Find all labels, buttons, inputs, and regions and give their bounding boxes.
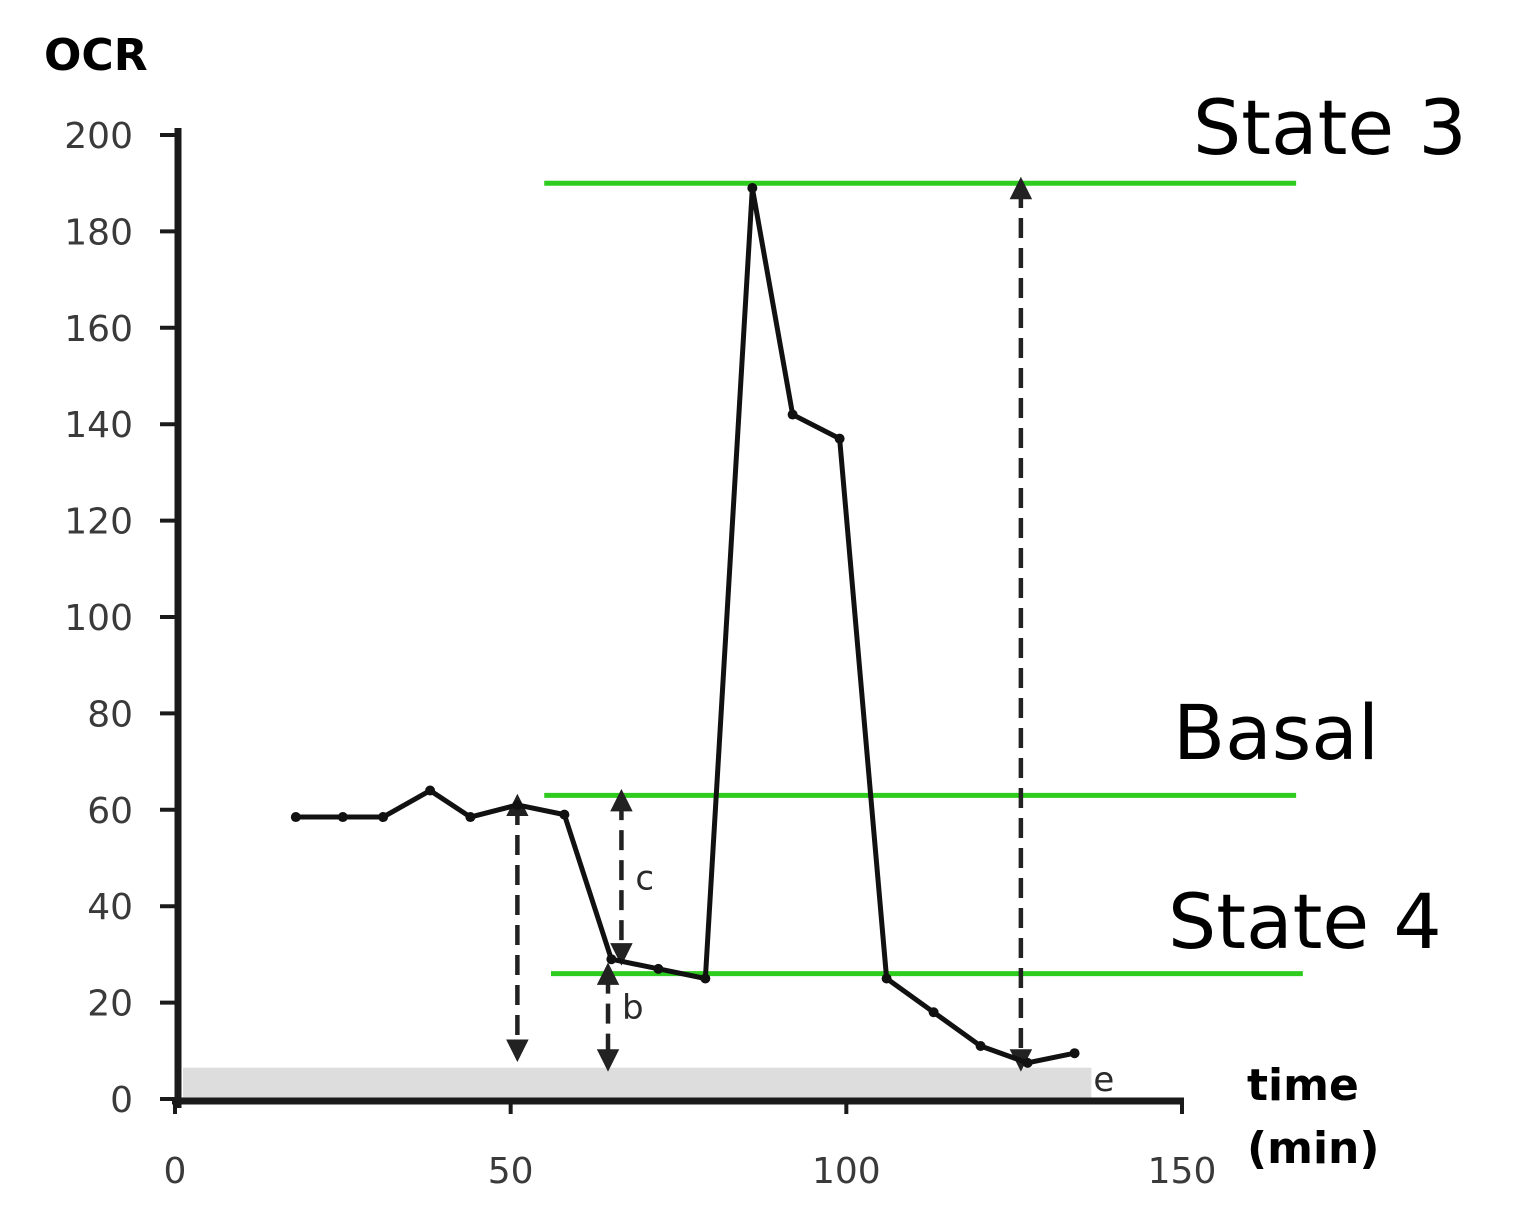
data-point: [290, 812, 301, 823]
y-tick-label: 20: [87, 984, 133, 1025]
annotation-arrows: bc: [506, 176, 1033, 1072]
data-point: [700, 973, 711, 984]
series-line: [295, 185, 1076, 1066]
data-point: [787, 409, 798, 420]
y-tick-label: 80: [87, 694, 133, 735]
baseline-band: [183, 1067, 1092, 1099]
data-point: [1022, 1057, 1033, 1068]
x-axis-title-line-1: time: [1247, 1060, 1359, 1111]
baseline-band-layer: e: [183, 1060, 1114, 1100]
baseline-band-label: e: [1093, 1060, 1114, 1100]
reference-line-label: State 3: [1193, 83, 1467, 172]
data-point: [606, 954, 617, 965]
reference-lines: State 3 Basal State 4: [544, 83, 1467, 977]
data-point: [881, 973, 892, 984]
x-axis-title-line-2: (min): [1247, 1123, 1379, 1174]
data-point: [1069, 1048, 1080, 1059]
data-point: [747, 183, 758, 194]
annotation-label: c: [635, 858, 654, 898]
data-point: [512, 799, 523, 810]
x-ticks: 0 50 100 150: [164, 1099, 1217, 1192]
data-point: [975, 1040, 986, 1051]
y-tick-label: 200: [64, 116, 133, 157]
y-axis-title: OCR: [44, 30, 148, 81]
y-ticks: 0 20 40 60 80 100 120 140 160 180 200: [64, 116, 178, 1121]
data-point: [465, 812, 476, 823]
annotation-label: b: [622, 988, 644, 1028]
x-tick-label: 150: [1148, 1151, 1217, 1192]
x-tick-label: 100: [812, 1151, 881, 1192]
y-tick-label: 120: [64, 502, 133, 543]
data-point: [337, 812, 348, 823]
data-point: [378, 812, 389, 823]
x-tick-label: 0: [164, 1151, 187, 1192]
y-tick-label: 160: [64, 309, 133, 350]
y-tick-label: 180: [64, 212, 133, 253]
data-point: [559, 809, 570, 820]
data-point: [425, 785, 436, 796]
reference-line-label: Basal: [1173, 688, 1379, 777]
y-tick-label: 100: [64, 598, 133, 639]
reference-line-label: State 4: [1168, 877, 1442, 966]
series-layer: [290, 183, 1080, 1068]
x-tick-label: 50: [488, 1151, 534, 1192]
y-tick-label: 140: [64, 405, 133, 446]
data-point: [834, 433, 845, 444]
y-tick-label: 60: [87, 791, 133, 832]
y-tick-label: 40: [87, 887, 133, 928]
data-point: [928, 1007, 939, 1018]
y-tick-label: 0: [110, 1080, 133, 1121]
data-point: [653, 963, 664, 974]
